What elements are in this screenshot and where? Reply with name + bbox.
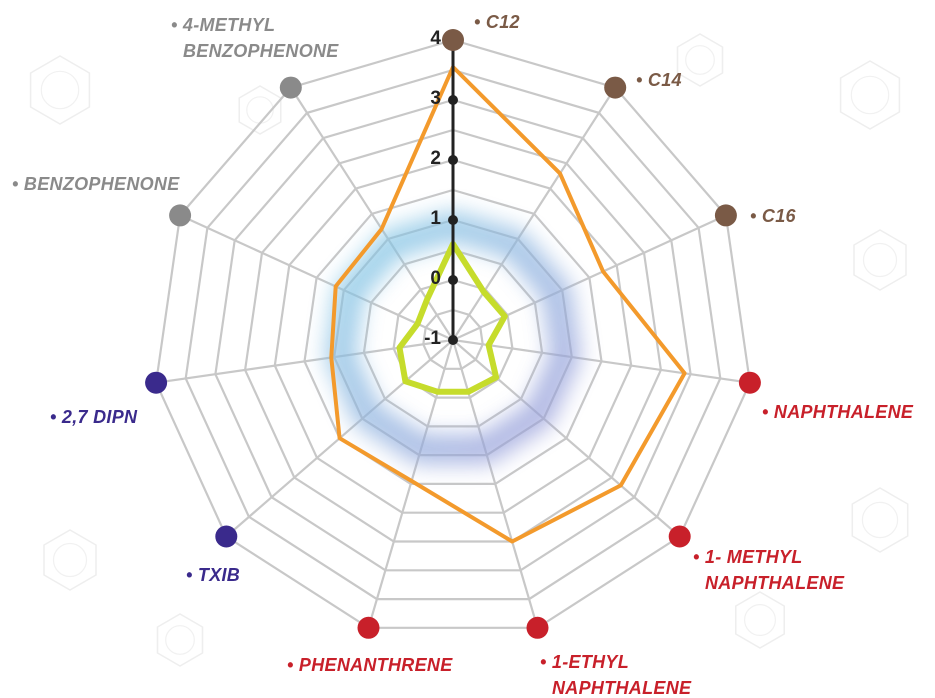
- grid-spoke: [367, 339, 455, 629]
- axis-end-dot: [526, 616, 549, 639]
- axis-end-dot: [714, 204, 737, 227]
- watermark-hexagon: [735, 591, 785, 649]
- series-line-1: [329, 65, 687, 544]
- axis-label: • NAPHTHALENE: [762, 402, 914, 422]
- axis-end-dot: [668, 525, 691, 548]
- tick-label: 4: [430, 28, 441, 49]
- grid-ring: [422, 308, 484, 370]
- grid-ring: [362, 248, 544, 428]
- grid-spoke: [452, 87, 617, 341]
- grid-ring: [214, 98, 692, 572]
- axis-end-dot: [145, 371, 168, 394]
- grid-spoke: [452, 339, 681, 538]
- axis-label: • C14: [636, 70, 682, 90]
- axis-label: • 1-ETHYL NAPHTHALENE: [540, 652, 692, 698]
- grid-ring: [184, 68, 722, 601]
- axis-label: • PHENANTHRENE: [287, 655, 453, 675]
- watermark-ring: [165, 625, 195, 655]
- axis-end-dots: [145, 29, 761, 639]
- highlight-band: [325, 211, 581, 465]
- watermark-hexagon: [156, 613, 204, 667]
- watermark-ring: [862, 242, 898, 278]
- axis-labels: • C12 • C14 • C16 • NAPHTHALENE • 1- METHYL N…: [12, 12, 914, 698]
- tick-dot: [448, 155, 458, 165]
- watermark-ring: [685, 45, 715, 75]
- axis-end-dot: [215, 525, 238, 548]
- background-molecule-watermark: [29, 33, 909, 667]
- watermark-ring: [861, 501, 899, 539]
- tick-dot: [448, 335, 458, 345]
- tick-label: 0: [430, 268, 441, 289]
- axis-end-dot: [442, 29, 464, 51]
- axis-end-dot: [169, 204, 192, 227]
- watermark-hexagon: [851, 487, 909, 553]
- grid-spoke: [451, 339, 539, 629]
- tick-label: 2: [430, 148, 441, 169]
- axis-label: • 4-METHYL BENZOPHENONE: [171, 15, 339, 61]
- axis-end-dot: [357, 616, 380, 639]
- tick-dot: [448, 215, 458, 225]
- watermark-hexagon: [29, 55, 91, 125]
- grid-ring: [273, 158, 633, 514]
- grid-spoke: [155, 338, 454, 384]
- tick-dot: [448, 275, 458, 285]
- axis-end-dot: [279, 76, 302, 99]
- watermark-ring: [40, 70, 80, 110]
- watermark-hexagon: [238, 85, 282, 135]
- highlight-band-ring: [325, 211, 581, 465]
- tick-labels: -1 0 1 2 3 4: [424, 28, 441, 349]
- watermark-ring: [850, 75, 890, 115]
- tick-label: 1: [430, 208, 441, 229]
- grid-spoke: [452, 214, 727, 342]
- grid-spoke: [179, 214, 454, 342]
- axis-label: • 2,7 DIPN: [50, 407, 138, 427]
- series-line-2: [396, 241, 508, 395]
- watermark-ring: [743, 603, 776, 636]
- watermark-hexagon: [839, 60, 901, 130]
- tick-dot: [448, 95, 458, 105]
- watermark-ring: [52, 542, 88, 578]
- axis-label: • BENZOPHENONE: [12, 174, 180, 194]
- tick-label: -1: [424, 328, 441, 349]
- axis-label: • C16: [750, 206, 797, 226]
- watermark-hexagon: [43, 529, 97, 591]
- grid-ring: [303, 188, 603, 485]
- series-lines: [329, 65, 687, 544]
- grid-ring: [154, 38, 752, 629]
- axis-label: • 1- METHYL NAPHTHALENE: [693, 547, 845, 593]
- axis-end-dot: [604, 76, 627, 99]
- tick-label: 3: [430, 88, 441, 109]
- grid-ring: [243, 128, 663, 543]
- axis-label: • C12: [474, 12, 520, 32]
- watermark-hexagon: [676, 33, 724, 87]
- axis-label: • TXIB: [186, 565, 240, 585]
- vertical-axis: [448, 35, 458, 345]
- watermark-hexagon: [853, 229, 907, 291]
- axis-end-dot: [738, 371, 761, 394]
- watermark-ring: [246, 96, 274, 124]
- grid-spoke: [452, 338, 751, 384]
